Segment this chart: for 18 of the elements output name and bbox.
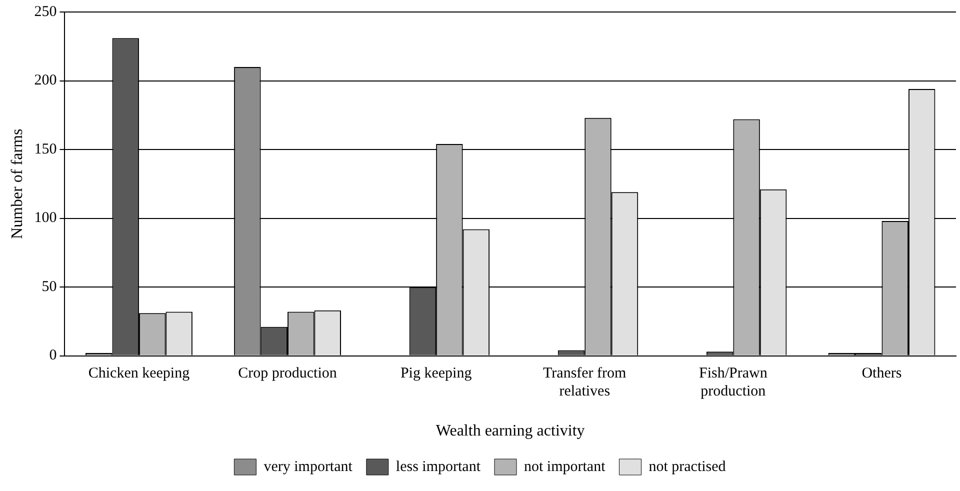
x-tick-label: Fish/Prawn production <box>699 366 768 400</box>
legend-label: very important <box>264 458 354 475</box>
y-tick-label: 200 <box>34 72 57 89</box>
x-tick-label: Others <box>862 366 902 382</box>
y-tick-label: 250 <box>34 4 57 20</box>
y-tick-label: 150 <box>34 141 57 158</box>
x-axis-title: Wealth earning activity <box>436 422 585 440</box>
y-axis-title: Number of farms <box>8 128 26 239</box>
x-tick-label: Crop production <box>238 366 338 382</box>
y-tick-label: 50 <box>42 278 57 295</box>
x-tick-label: Pig keeping <box>400 366 472 382</box>
legend-label: less important <box>396 458 482 475</box>
x-tick-label: Chicken keeping <box>88 366 190 382</box>
legend-label: not practised <box>648 458 726 475</box>
legend-label: not important <box>524 458 606 475</box>
y-tick-label: 0 <box>49 348 57 364</box>
y-tick-label: 100 <box>34 210 57 226</box>
x-tick-label: Transfer from relatives <box>543 366 627 400</box>
